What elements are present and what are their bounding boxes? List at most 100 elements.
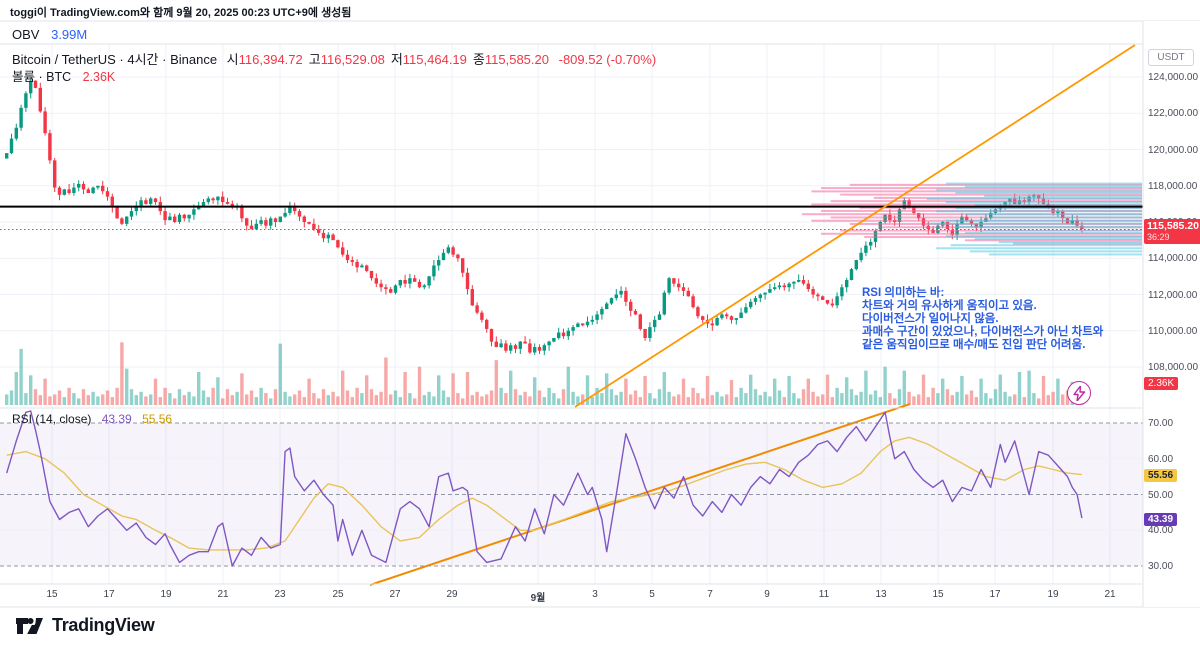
cyan-zone-row	[965, 185, 1142, 188]
volume-bar	[120, 342, 124, 405]
volume-bar	[211, 387, 215, 405]
price-tick-label: 112,000.00	[1148, 289, 1198, 301]
candle	[945, 222, 950, 230]
candle	[859, 252, 863, 261]
volume-bar	[403, 372, 407, 405]
candle	[744, 307, 748, 313]
candle	[307, 222, 311, 224]
candle	[225, 202, 230, 204]
candle	[336, 240, 340, 248]
boost-lightning-icon[interactable]	[1067, 381, 1091, 405]
candle	[528, 343, 532, 353]
cyan-zone-row	[984, 194, 1142, 197]
time-tick-label: 19	[1047, 589, 1059, 600]
rsi-legend[interactable]: RSI (14, close) 43.39 55.56	[12, 412, 172, 426]
candle	[792, 281, 796, 284]
candle	[413, 278, 417, 282]
candle	[293, 205, 297, 212]
candle	[427, 276, 431, 286]
candle	[552, 338, 556, 342]
volume-bar	[782, 397, 786, 405]
volume-bar	[264, 393, 268, 405]
candle	[72, 187, 76, 194]
candle	[533, 347, 537, 353]
volume-bar	[393, 390, 398, 405]
candle	[489, 328, 494, 342]
volume-bar	[43, 378, 47, 405]
obv-value: 3.99M	[51, 27, 88, 42]
volume-bar	[749, 374, 753, 405]
volume-legend[interactable]: 볼륨 · BTC 2.36K	[12, 66, 115, 85]
cyan-zone-row	[974, 238, 1142, 241]
candle	[633, 310, 638, 315]
volume-bar	[571, 391, 575, 405]
volume-bar	[441, 390, 446, 405]
candle	[384, 287, 388, 290]
volume-bar	[398, 397, 402, 405]
volume-bar	[465, 372, 470, 405]
candle	[341, 247, 345, 255]
volume-bar	[163, 387, 167, 405]
volume-bar	[845, 377, 849, 405]
candle	[840, 287, 844, 297]
volume-bar	[470, 395, 474, 405]
candle	[595, 314, 599, 320]
candle	[168, 216, 172, 221]
volume-bar	[62, 397, 66, 405]
volume-bar	[888, 393, 892, 405]
volume-bar	[153, 378, 158, 405]
cyan-zone-row	[950, 244, 1142, 247]
candle	[547, 341, 551, 346]
volume-bar	[509, 370, 513, 405]
candle	[91, 187, 95, 194]
candle	[566, 330, 570, 337]
volume-bar	[701, 398, 705, 405]
candle	[86, 189, 90, 194]
volume-bar	[105, 390, 110, 405]
volume-bar	[182, 395, 186, 405]
volume-bar	[696, 393, 700, 405]
price-tick-label: 122,000.00	[1148, 108, 1199, 120]
time-tick-label: 11	[818, 589, 830, 600]
candle	[557, 332, 561, 339]
candle	[773, 287, 777, 290]
candle	[5, 153, 9, 159]
time-tick-label: 21	[217, 589, 229, 600]
symbol-legend[interactable]: Bitcoin / TetherUS · 4시간 · Binance 시116,…	[12, 49, 656, 68]
volume-bar	[369, 389, 374, 405]
rsi-tick-label: 40.00	[1148, 525, 1174, 537]
volume-bar	[950, 395, 954, 405]
volume-bar	[422, 395, 426, 405]
time-tick-label: 27	[389, 589, 401, 600]
volume-bar	[681, 378, 686, 405]
volume-bar	[427, 391, 431, 405]
candle	[398, 280, 402, 286]
volume-bar	[297, 390, 302, 405]
text-annotation[interactable]: RSI 의미하는 바: 차트와 거의 유사하게 움직이고 있음. 다이버전스가 …	[862, 287, 1104, 351]
volume-bar	[53, 394, 57, 405]
volume-bar	[1051, 391, 1055, 405]
candle	[465, 272, 470, 290]
logo-text: TradingView	[52, 615, 155, 635]
volume-bar	[192, 396, 196, 405]
candle	[624, 290, 628, 302]
tradingview-logo[interactable]: TradingView	[16, 615, 155, 636]
candle	[480, 312, 484, 320]
volume-bar	[451, 373, 455, 405]
candle	[408, 278, 412, 284]
obv-legend[interactable]: OBV 3.99M	[12, 27, 87, 42]
candle	[53, 160, 57, 188]
candle	[369, 270, 374, 279]
volume-bar	[259, 387, 263, 405]
volume-bar	[859, 391, 863, 405]
volume-bar	[24, 393, 28, 405]
candle	[9, 138, 14, 154]
volume-bar	[797, 398, 801, 405]
volume-bar	[969, 390, 974, 405]
cyan-zone-row	[926, 222, 1142, 225]
candle	[249, 225, 254, 230]
volume-bar	[225, 389, 230, 405]
candle	[446, 247, 450, 253]
candle	[302, 216, 306, 223]
